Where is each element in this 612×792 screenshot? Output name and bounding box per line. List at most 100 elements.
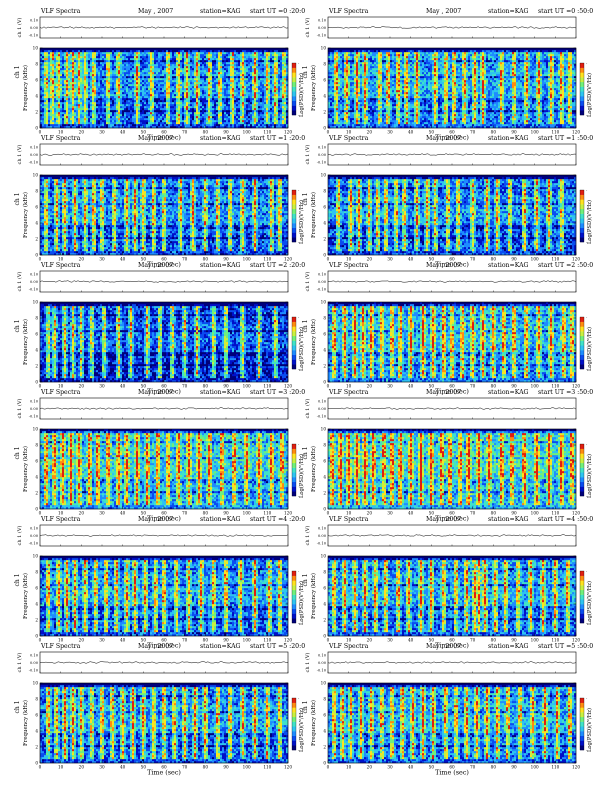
spectrogram-cell [76,114,78,116]
spectrogram-cell [56,70,58,72]
spectrogram-cell [92,108,94,110]
spectrogram-cell [72,104,74,106]
spectrogram-cell [52,70,54,72]
spectrogram-cell [90,60,92,62]
spectrogram-cell [58,80,60,82]
spectrogram-cell [44,122,46,124]
spectrogram-cell [108,122,110,124]
spectrogram-cell [50,108,52,110]
spectrogram-cell [98,102,100,104]
spectrogram-cell [68,110,70,112]
spectrogram-cell [44,74,46,76]
spectrogram-cell [70,114,72,116]
spectrogram-cell [108,104,110,106]
spectrogram-cell [104,48,106,50]
spectrogram-cell [72,100,74,102]
spectrogram-cell [58,62,60,64]
spectrogram-cell [52,104,54,106]
spectrogram-cell [100,58,102,60]
spectrogram-cell [70,92,72,94]
spectrogram-cell [58,108,60,110]
spectrogram-cell [96,74,98,76]
spectrogram-cell [88,62,90,64]
spectrogram-cell [42,124,44,126]
spectrogram-cell [48,106,50,108]
spectrogram-cell [54,104,56,106]
spectrogram-cell [82,108,84,110]
spectrogram-cell [40,68,42,70]
spectrogram-cell [54,62,56,64]
spectrogram-cell [92,94,94,96]
spectrogram-cell [94,118,96,120]
spectrogram-cell [94,78,96,80]
spectrogram-cell [66,122,68,124]
spectrogram-cell [70,108,72,110]
spectrogram-cell [48,48,50,50]
spectrogram-cell [74,92,76,94]
spectrogram-cell [100,62,102,64]
spectrogram-cell [78,118,80,120]
spectrogram-cell [68,112,70,114]
spectrogram-cell [40,92,42,94]
spectrogram-cell [86,108,88,110]
spectrogram-cell [46,94,48,96]
spectrogram-cell [42,70,44,72]
spectrogram-cell [52,74,54,76]
spectrogram-cell [52,102,54,104]
spectrogram-cell [104,124,106,126]
spectrogram-cell [50,96,52,98]
spectrogram-cell [104,86,106,88]
spectrogram-cell [66,116,68,118]
spectrogram-cell [64,118,66,120]
spectrogram-cell [66,118,68,120]
spectrogram-cell [50,124,52,126]
spectrogram-cell [86,74,88,76]
spectrogram-cell [68,98,70,100]
spectrogram-cell [78,120,80,122]
spectrogram-cell [58,106,60,108]
spectrogram-cell [62,48,64,50]
spectrogram-cell [52,116,54,118]
spectrogram-cell [50,102,52,104]
spectrogram-cell [78,124,80,126]
spectrogram-cell [54,52,56,54]
spectrogram-cell [72,58,74,60]
spectrogram-cell [60,104,62,106]
spectrogram-cell [64,84,66,86]
spectrogram-cell [74,48,76,50]
spectrogram-cell [72,92,74,94]
spectrogram-cell [58,70,60,72]
spectrogram-cell [106,98,108,100]
spectrogram-cell [60,56,62,58]
spectrogram-cell [74,70,76,72]
spectrogram-cell [68,124,70,126]
spectrogram-cell [66,102,68,104]
spectrogram-cell [58,66,60,68]
spectrogram-cell [40,56,42,58]
spectrogram-cell [92,106,94,108]
spectrogram-cell [68,72,70,74]
spectrogram-cell [86,58,88,60]
spectrogram-cell [40,90,42,92]
spectrogram-cell [58,88,60,90]
spectrogram-cell [96,70,98,72]
spectrogram-cell [46,104,48,106]
spectrogram-cell [66,114,68,116]
spectrogram-cell [82,90,84,92]
spectrogram-cell [70,62,72,64]
spectrogram-cell [92,122,94,124]
spectrogram-cell [70,58,72,60]
spectrogram-cell [64,122,66,124]
spectrogram-cell [80,70,82,72]
spectrogram-cell [92,68,94,70]
spectrogram-cell [52,88,54,90]
spectrogram-cell [68,52,70,54]
spectrogram-cell [44,58,46,60]
spectrogram-cell [50,118,52,120]
spectrogram-cell [40,118,42,120]
spectrogram-cell [76,88,78,90]
spectrogram-cell [106,64,108,66]
spectrogram-cell [60,100,62,102]
panel-date: May , 2007 [138,8,173,15]
spectrogram-cell [98,100,100,102]
